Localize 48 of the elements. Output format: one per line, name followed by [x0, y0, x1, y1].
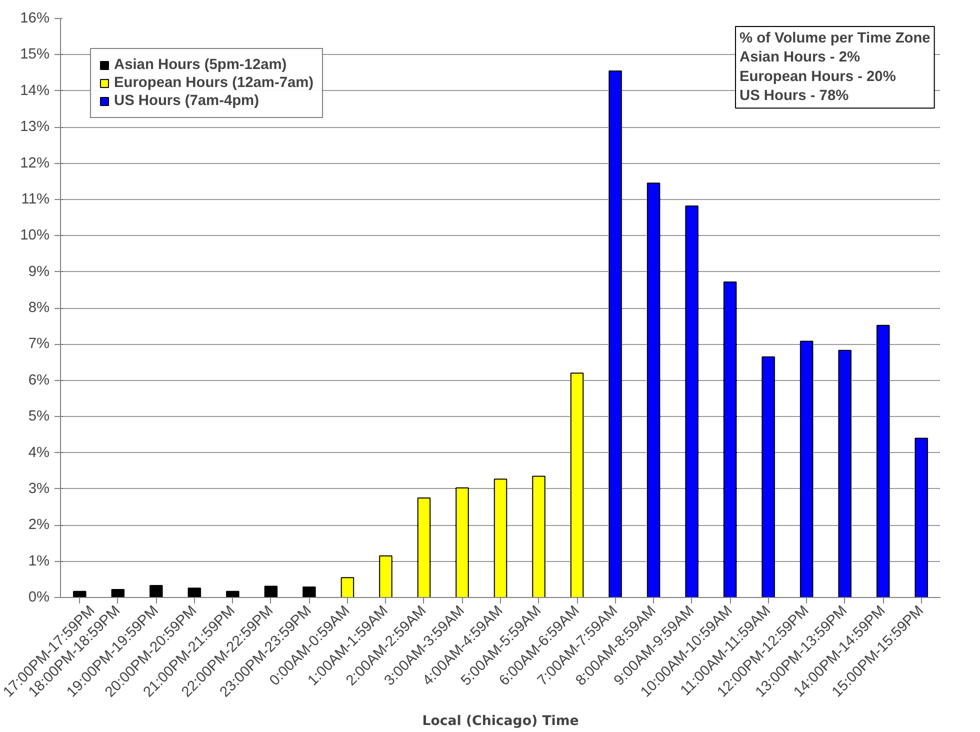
- bar: [570, 372, 584, 598]
- bar: [914, 438, 928, 598]
- bar: [685, 205, 698, 598]
- bar: [111, 589, 125, 598]
- bar: [379, 555, 392, 598]
- bar: [150, 585, 163, 598]
- annotation: Asian Hours - 2%: [740, 50, 860, 66]
- bar: [340, 577, 354, 598]
- bar: [800, 340, 814, 598]
- bar: [838, 350, 852, 598]
- bar: [608, 70, 622, 598]
- bar: [762, 356, 775, 598]
- x-axis-title: Local (Chicago) Time: [422, 714, 579, 730]
- bar: [264, 586, 278, 598]
- y-tick-label: 15%: [20, 46, 50, 63]
- legend-label: European Hours (12am-7am): [114, 75, 314, 91]
- y-tick-label: 0%: [28, 590, 50, 606]
- bar: [494, 478, 508, 598]
- y-tick-label: 6%: [28, 372, 50, 388]
- bar: [876, 324, 890, 598]
- annotation: European Hours - 20%: [740, 68, 896, 85]
- y-tick-label: 5%: [28, 408, 50, 425]
- y-tick-label: 1%: [28, 553, 50, 570]
- bar: [188, 588, 202, 598]
- y-tick-label: 10%: [20, 228, 50, 244]
- y-tick-label: 12%: [20, 155, 50, 172]
- bar: [456, 487, 469, 598]
- bar: [532, 476, 546, 598]
- legend-label: Asian Hours (5pm-12am): [114, 57, 287, 73]
- y-tick-label: 13%: [20, 119, 50, 136]
- bar: [302, 586, 316, 598]
- y-tick-label: 3%: [28, 480, 50, 497]
- annotation: US Hours - 78%: [740, 88, 849, 104]
- y-tick-label: 11%: [21, 191, 50, 208]
- y-tick-label: 8%: [28, 300, 50, 316]
- y-tick-label: 7%: [28, 336, 50, 352]
- bar: [723, 281, 737, 598]
- legend-label: US Hours (7am-4pm): [114, 93, 259, 109]
- bar: [226, 590, 240, 598]
- bar: [417, 497, 431, 598]
- y-tick-label: 14%: [20, 82, 50, 99]
- bar: [73, 590, 86, 598]
- y-tick-label: 16%: [20, 10, 50, 26]
- y-tick-label: 2%: [28, 517, 50, 534]
- y-tick-label: 9%: [28, 264, 50, 280]
- bar: [646, 182, 660, 598]
- y-tick-label: 4%: [28, 444, 50, 461]
- annotation: % of Volume per Time Zone: [740, 30, 930, 46]
